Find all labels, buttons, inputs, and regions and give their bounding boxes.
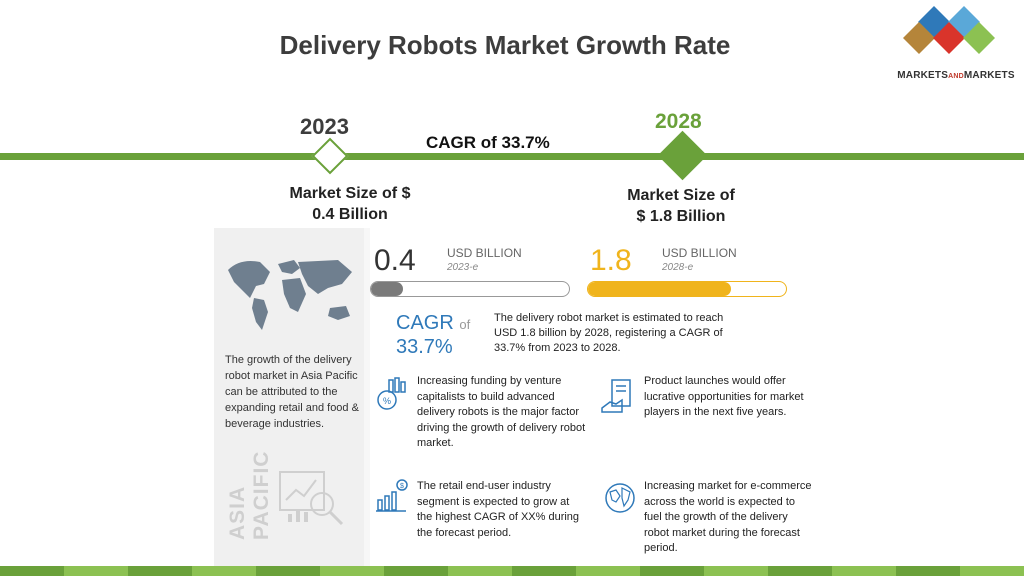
insight-funding: Increasing funding by venture capitalist… xyxy=(417,375,586,449)
value-2028: 1.8 xyxy=(590,244,632,277)
chart-magnifier-icon xyxy=(279,471,344,526)
logo-wordmark: MARKETSANDMARKETS xyxy=(897,70,1015,81)
svg-text:$: $ xyxy=(400,483,404,490)
page-title: Delivery Robots Market Growth Rate xyxy=(279,30,731,60)
unit-2028: USD BILLION 2028-e xyxy=(662,246,737,274)
insight-product-launch: Product launches would offer lucrative o… xyxy=(644,375,804,418)
start-market-size: Market Size of $ 0.4 Billion xyxy=(289,185,411,223)
footer-segment xyxy=(512,566,576,576)
end-marker-icon xyxy=(657,130,708,181)
footer-segment xyxy=(832,566,896,576)
footer-segment xyxy=(768,566,832,576)
end-market-size: Market Size of $ 1.8 Billion xyxy=(627,187,735,225)
globe-icon xyxy=(605,483,635,513)
footer-segment xyxy=(640,566,704,576)
retail-growth-icon: $ xyxy=(376,479,408,512)
insight-ecommerce: Increasing market for e-commerce across … xyxy=(644,480,812,554)
svg-text:%: % xyxy=(383,396,391,406)
progress-bar-2023 xyxy=(370,281,570,297)
progress-fill-2028 xyxy=(588,282,731,296)
end-year: 2028 xyxy=(655,110,702,133)
product-launch-icon xyxy=(601,379,631,413)
start-year: 2023 xyxy=(300,114,349,139)
cagr-description: The delivery robot market is estimated t… xyxy=(494,312,724,354)
footer-stripe xyxy=(0,566,1024,576)
insight-retail: The retail end-user industry segment is … xyxy=(417,480,580,539)
footer-segment xyxy=(192,566,256,576)
value-2023: 0.4 xyxy=(374,244,416,277)
world-map-icon xyxy=(228,260,352,330)
cagr-block: CAGR of 33.7% xyxy=(396,312,471,358)
footer-segment xyxy=(128,566,192,576)
footer-segment xyxy=(384,566,448,576)
footer-segment xyxy=(576,566,640,576)
progress-bar-2028 xyxy=(587,281,787,297)
footer-segment xyxy=(320,566,384,576)
footer-segment xyxy=(256,566,320,576)
funding-icon: % xyxy=(377,377,406,410)
footer-segment xyxy=(960,566,1024,576)
footer-segment xyxy=(0,566,64,576)
footer-segment xyxy=(704,566,768,576)
footer-segment xyxy=(896,566,960,576)
timeline-bar xyxy=(0,153,1024,160)
start-marker-icon xyxy=(311,137,349,175)
region-growth-text: The growth of the delivery robot market … xyxy=(225,354,359,430)
unit-2023: USD BILLION 2023-e xyxy=(447,246,522,274)
footer-segment xyxy=(64,566,128,576)
footer-segment xyxy=(448,566,512,576)
cagr-label: CAGR of 33.7% xyxy=(426,133,550,152)
progress-fill-2023 xyxy=(371,282,403,296)
region-label: ASIA PACIFIC xyxy=(226,450,273,540)
marketsandmarkets-logo-icon xyxy=(903,6,995,54)
